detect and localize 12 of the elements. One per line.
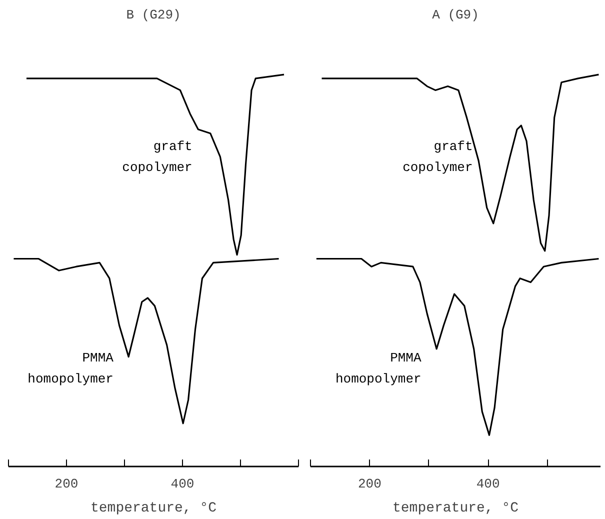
chart-title: A (G9) [432,8,479,22]
x-tick-label: 200 [54,476,78,492]
series-label: PMMA homopolymer [28,350,114,387]
x-axis-title: temperature, °C [392,500,519,516]
series-label: graft copolymer [402,138,473,175]
x-tick-label: 400 [476,476,500,492]
series-label: graft copolymer [122,138,192,175]
x-tick-label: 400 [170,476,194,492]
chart-title: B (G29) [126,8,181,22]
x-tick-label: 200 [358,476,382,492]
series-label: PMMA homopolymer [335,350,422,387]
x-axis-title: temperature, °C [90,500,217,516]
